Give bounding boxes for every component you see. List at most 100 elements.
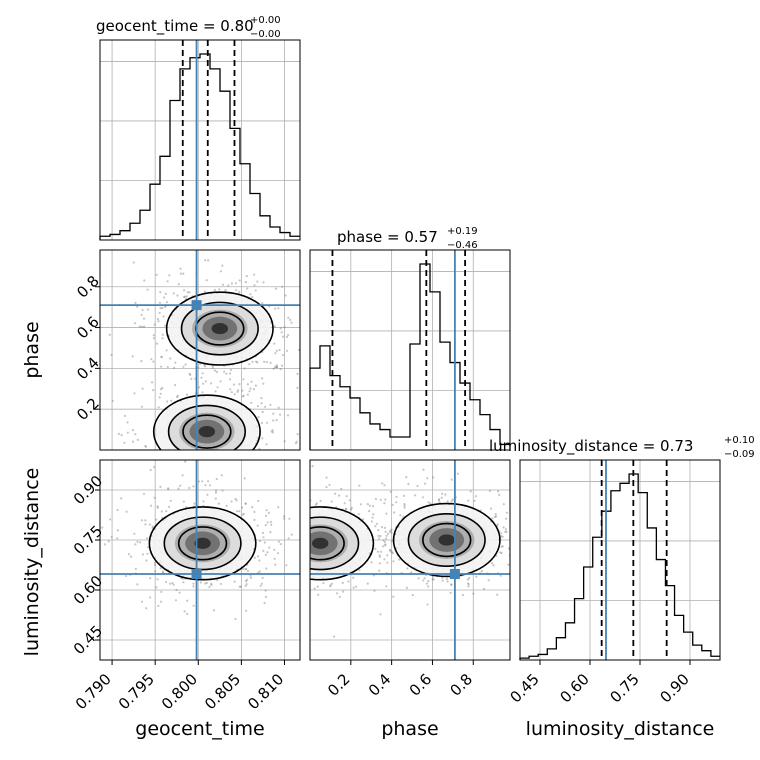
sample-point bbox=[378, 569, 381, 572]
sample-point bbox=[235, 499, 238, 502]
sample-point bbox=[505, 530, 508, 534]
sample-point bbox=[220, 474, 223, 477]
svg-text:phase = 0.57: phase = 0.57 bbox=[337, 228, 438, 246]
sample-point bbox=[261, 576, 264, 580]
sample-point bbox=[204, 484, 207, 487]
sample-point bbox=[236, 390, 239, 393]
sample-point bbox=[446, 500, 449, 503]
sample-point bbox=[152, 337, 155, 340]
sample-point bbox=[271, 431, 274, 434]
sample-point bbox=[160, 510, 163, 513]
contour-line bbox=[310, 526, 345, 561]
sample-point bbox=[427, 580, 430, 583]
sample-point bbox=[204, 380, 207, 383]
title-luminosity-distance: luminosity_distance = 0.73 +0.10 −0.09 bbox=[489, 435, 755, 460]
sample-point bbox=[245, 567, 248, 570]
sample-point bbox=[385, 512, 388, 515]
sample-point bbox=[388, 548, 392, 552]
sample-point bbox=[172, 292, 175, 295]
sample-point bbox=[467, 583, 470, 586]
sample-point bbox=[389, 529, 392, 532]
sample-point bbox=[446, 580, 449, 583]
sample-point bbox=[264, 553, 267, 557]
sample-point bbox=[208, 484, 212, 487]
sample-point bbox=[379, 550, 383, 553]
histogram-step-line bbox=[309, 263, 510, 450]
sample-point bbox=[142, 317, 146, 320]
sample-point bbox=[198, 386, 201, 389]
sample-point bbox=[131, 355, 134, 358]
sample-point bbox=[290, 321, 293, 324]
sample-point bbox=[183, 295, 187, 298]
sample-point bbox=[269, 361, 272, 364]
sample-point bbox=[159, 291, 162, 294]
sample-point bbox=[161, 337, 164, 340]
sample-point bbox=[126, 431, 129, 434]
sample-point bbox=[395, 495, 398, 498]
sample-point bbox=[444, 493, 447, 496]
sample-point bbox=[466, 578, 469, 581]
sample-point bbox=[275, 364, 278, 367]
sample-point bbox=[500, 532, 503, 535]
sample-point bbox=[250, 380, 253, 383]
sample-point bbox=[294, 442, 297, 445]
sample-point bbox=[287, 316, 290, 319]
sample-point bbox=[260, 421, 264, 424]
sample-point bbox=[279, 327, 282, 330]
sample-point bbox=[289, 318, 292, 321]
sample-point bbox=[146, 288, 149, 291]
sample-point bbox=[383, 558, 386, 561]
sample-point bbox=[127, 553, 130, 556]
sample-point bbox=[296, 372, 299, 375]
sample-point bbox=[182, 272, 185, 275]
sample-point bbox=[165, 580, 168, 584]
sample-point bbox=[179, 272, 182, 275]
sample-point bbox=[190, 377, 193, 380]
sample-point bbox=[246, 383, 249, 386]
contour-line bbox=[163, 516, 242, 571]
truth-marker bbox=[191, 569, 202, 579]
sample-point bbox=[393, 511, 396, 514]
sample-point bbox=[242, 378, 245, 381]
sample-point bbox=[405, 476, 408, 479]
sample-point bbox=[502, 526, 505, 529]
sample-point bbox=[238, 510, 241, 513]
sample-point bbox=[134, 567, 137, 571]
sample-point bbox=[384, 544, 387, 547]
sample-point bbox=[261, 302, 264, 305]
svg-text:−0.09: −0.09 bbox=[724, 449, 755, 460]
sample-point bbox=[287, 537, 290, 540]
sample-point bbox=[201, 372, 204, 375]
sample-point bbox=[423, 577, 426, 580]
sample-point bbox=[169, 582, 172, 585]
sample-point bbox=[207, 259, 210, 262]
sample-point bbox=[403, 506, 406, 509]
sample-point bbox=[108, 333, 111, 336]
sample-point bbox=[241, 389, 244, 392]
sample-point bbox=[158, 301, 161, 304]
sample-point bbox=[264, 514, 268, 518]
sample-point bbox=[296, 433, 299, 436]
svg-text:+0.10: +0.10 bbox=[724, 435, 755, 446]
sample-point bbox=[241, 395, 244, 398]
contour-line bbox=[392, 502, 501, 578]
sample-point bbox=[160, 355, 163, 358]
sample-point bbox=[244, 281, 247, 284]
sample-point bbox=[215, 478, 218, 481]
sample-point bbox=[167, 487, 170, 490]
sample-point bbox=[262, 382, 265, 385]
sample-point bbox=[160, 365, 163, 368]
sample-point bbox=[192, 585, 195, 588]
sample-point bbox=[277, 307, 280, 310]
sample-point bbox=[159, 307, 162, 310]
sample-point bbox=[495, 515, 498, 518]
sample-point bbox=[272, 412, 275, 415]
sample-point bbox=[192, 485, 195, 488]
sample-point bbox=[201, 382, 205, 385]
sample-point bbox=[372, 513, 375, 516]
sample-point bbox=[373, 589, 376, 592]
panel-frame bbox=[99, 459, 301, 661]
histogram-geocent_time bbox=[99, 39, 301, 241]
sample-point bbox=[383, 540, 386, 544]
sample-point bbox=[139, 541, 142, 544]
